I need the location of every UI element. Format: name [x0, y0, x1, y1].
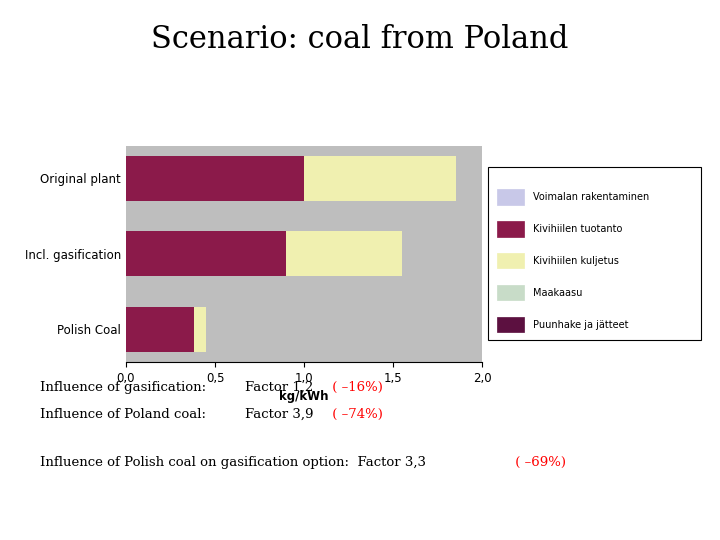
Text: Factor 3,9: Factor 3,9 [245, 408, 313, 421]
Text: Kivihiilen tuotanto: Kivihiilen tuotanto [533, 224, 622, 234]
Text: Scenario: coal from Poland: Scenario: coal from Poland [151, 24, 569, 55]
Text: Puunhake ja jätteet: Puunhake ja jätteet [533, 320, 629, 329]
Bar [497, 221, 524, 237]
X-axis label: kg/kWh: kg/kWh [279, 390, 329, 403]
Text: ( –16%): ( –16%) [328, 381, 382, 394]
Text: ( –74%): ( –74%) [328, 408, 382, 421]
Bar [304, 156, 456, 201]
Text: Influence of Polish coal on gasification option:  Factor 3,3: Influence of Polish coal on gasification… [40, 456, 426, 469]
Bar [287, 231, 402, 276]
Text: ( –69%): ( –69%) [511, 456, 566, 469]
Bar [194, 307, 206, 352]
Text: Voimalan rakentaminen: Voimalan rakentaminen [533, 192, 649, 202]
Bar [497, 253, 524, 268]
Bar [497, 189, 524, 205]
Text: Factor 1,2: Factor 1,2 [245, 381, 313, 394]
Bar [497, 285, 524, 300]
FancyBboxPatch shape [488, 167, 701, 340]
Text: Kivihiilen kuljetus: Kivihiilen kuljetus [533, 256, 618, 266]
Bar [497, 317, 524, 333]
Text: Influence of Poland coal:: Influence of Poland coal: [40, 408, 206, 421]
Bar [126, 156, 304, 201]
Bar [126, 231, 287, 276]
Text: Maakaasu: Maakaasu [533, 288, 582, 298]
Text: Influence of gasification:: Influence of gasification: [40, 381, 206, 394]
Bar [126, 307, 194, 352]
